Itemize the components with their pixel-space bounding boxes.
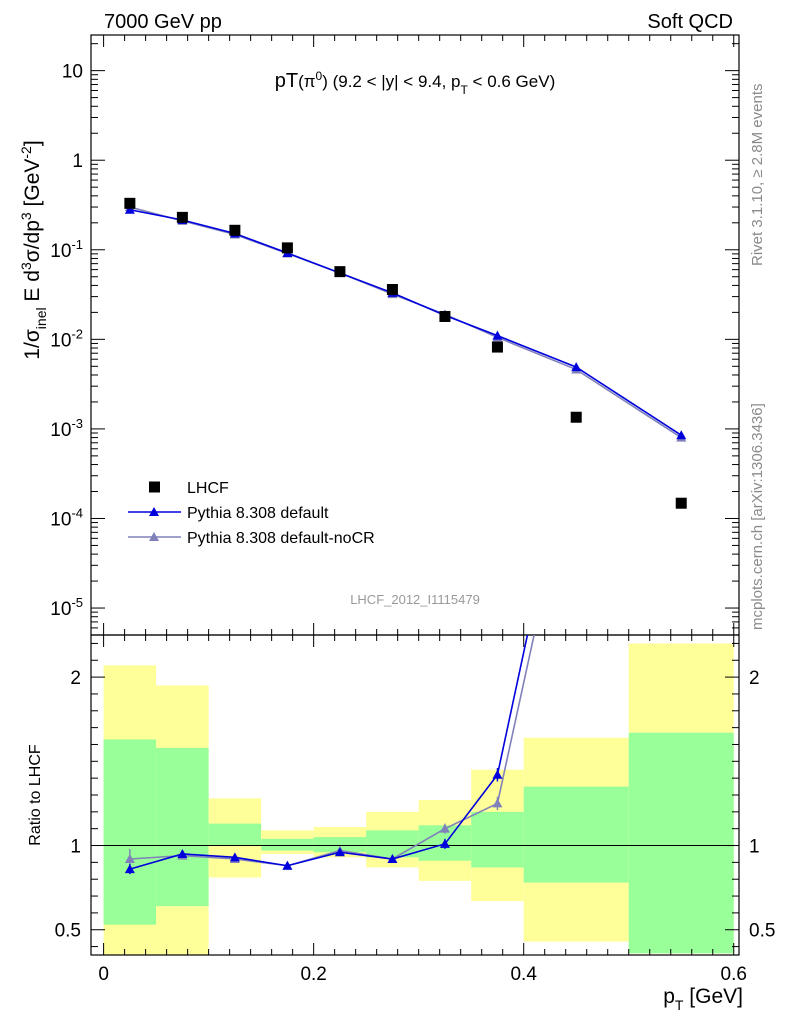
- band-inner-bin: [366, 830, 419, 858]
- y-tick-label: 1: [72, 151, 83, 172]
- series-marker-ratio: [229, 852, 240, 862]
- series-marker-ratio: [334, 847, 345, 857]
- lhcf-data-point: [386, 284, 398, 296]
- band-inner-bin: [313, 837, 367, 853]
- series-marker-ratio: [439, 823, 450, 833]
- series-ratio-group: [124, 635, 529, 875]
- ratio-tick-label-left: 2: [70, 668, 81, 689]
- lhcf-data-point: [229, 224, 241, 236]
- legend-marker-lhcf: [149, 481, 160, 493]
- lhcf-data-point: [675, 497, 687, 509]
- x-tick-label: 0: [98, 964, 109, 985]
- band-inner-bin: [156, 747, 209, 907]
- series-marker-ratio: [177, 848, 188, 858]
- ratio-tick-label-left: 1: [70, 837, 81, 858]
- data-points: [124, 197, 687, 509]
- rivet-label: Rivet 3.1.10, ≥ 2.8M events: [749, 84, 766, 267]
- ratio-tick-label-right: 2: [749, 668, 760, 689]
- chart-title: pT(π0) (9.2 < |y| < 9.4, pT < 0.6 GeV): [275, 69, 556, 97]
- lhcf-data-point: [570, 411, 582, 423]
- legend-label: Pythia 8.308 default-noCR: [187, 530, 375, 547]
- legend-label: Pythia 8.308 default: [187, 505, 329, 522]
- band-inner-bin: [471, 811, 524, 868]
- y-tick-label: 10-2: [50, 326, 83, 351]
- ratio-y-label: Ratio to LHCF: [27, 744, 44, 846]
- y-tick-label: 10-4: [50, 505, 83, 530]
- legend-marker-triangle: [149, 532, 159, 541]
- ratio-tick-label-right: 0.5: [749, 921, 775, 942]
- series-marker-top: [571, 362, 582, 372]
- x-tick-label: 0.6: [721, 964, 747, 985]
- y-tick-label: 10-5: [50, 595, 83, 620]
- legend-label: LHCF: [187, 480, 229, 497]
- ratio-tick-label-right: 1: [749, 837, 760, 858]
- series-marker-top: [676, 430, 687, 440]
- ratio-tick-label-left: 0.5: [55, 921, 81, 942]
- series-top-group: [124, 204, 687, 440]
- x-axis-label: pT [GeV]: [663, 985, 743, 1013]
- lhcf-data-point: [491, 341, 503, 353]
- series-marker-ratio: [439, 838, 450, 848]
- band-inner-bin: [103, 739, 157, 925]
- series-marker-ratio: [387, 854, 398, 863]
- tick-labels: 0 0.2 0.4 0.6 10 1 10-1 10-2 10-3 10-4 10-5 0.5 0.5 1…: [50, 62, 775, 985]
- legend-marker-triangle: [149, 507, 159, 516]
- series-top-group: [124, 202, 687, 442]
- series-line-top: [129, 206, 682, 439]
- band-inner-bin: [628, 732, 734, 954]
- watermark: LHCF_2012_I1115479: [350, 592, 480, 607]
- series-marker-ratio: [492, 798, 503, 808]
- mcplots-label: mcplots.cern.ch [arXiv:1306.3436]: [749, 403, 766, 630]
- lhcf-data-point: [124, 197, 136, 209]
- header-right: Soft QCD: [647, 11, 733, 33]
- lhcf-data-point: [176, 211, 188, 223]
- header-left: 7000 GeV pp: [104, 11, 222, 33]
- svg-text:1/σinel E d3σ/dp3 [GeV-2]: 1/σinel E d3σ/dp3 [GeV-2]: [18, 140, 49, 359]
- band-inner-bin: [208, 823, 262, 846]
- legend: LHCF Pythia 8.308 default Pythia 8.308 def…: [128, 480, 375, 547]
- x-tick-label: 0.4: [510, 964, 537, 985]
- series-marker-ratio: [124, 854, 135, 863]
- series-marker-ratio: [282, 860, 293, 870]
- series-line-ratio: [129, 635, 529, 870]
- series-line-ratio: [129, 635, 535, 867]
- y-tick-label: 10-1: [50, 237, 83, 262]
- band-inner-bin: [523, 786, 629, 883]
- y-axis-label: 1/σinel E d3σ/dp3 [GeV-2]: [18, 140, 49, 359]
- lhcf-data-point: [334, 266, 346, 278]
- lhcf-data-point: [439, 310, 451, 322]
- axis-ticks: [91, 35, 739, 955]
- series-line-top: [129, 208, 682, 436]
- series-marker-top: [492, 330, 503, 340]
- series-marker-ratio: [492, 769, 503, 779]
- lhcf-data-point: [281, 242, 293, 254]
- ratio-bands: [103, 643, 734, 955]
- series-marker-ratio: [124, 864, 135, 874]
- band-inner-bin: [261, 838, 314, 851]
- x-tick-label: 0.2: [300, 964, 326, 985]
- y-tick-label: 10: [62, 62, 83, 83]
- y-tick-label: 10-3: [50, 416, 83, 441]
- series-marker-top: [124, 204, 135, 214]
